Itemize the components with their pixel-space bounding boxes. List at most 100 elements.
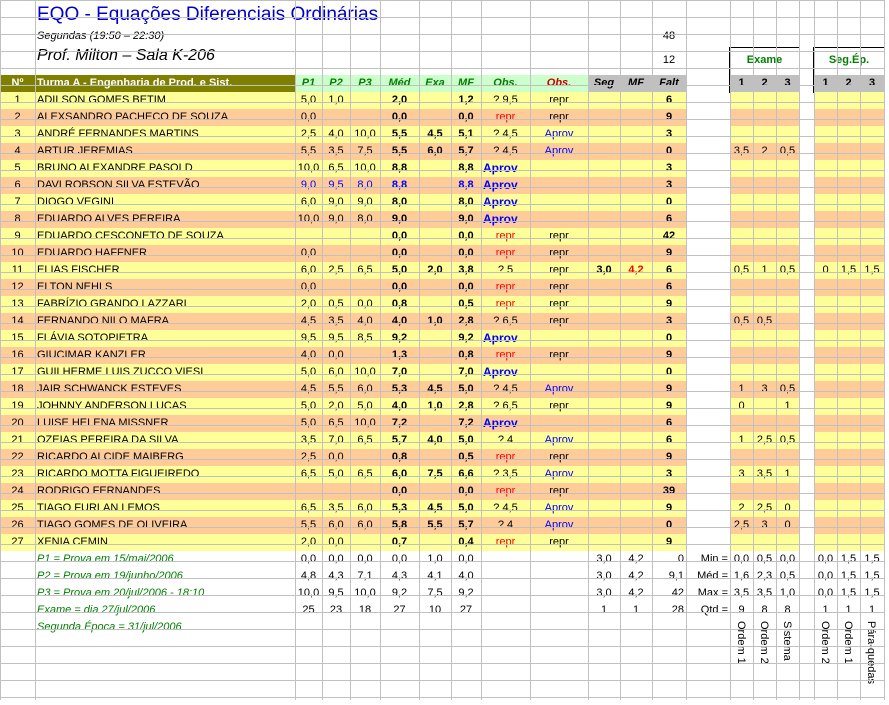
student-obs2[interactable]: repr: [530, 244, 588, 262]
student-p2[interactable]: [322, 278, 350, 296]
student-segep-2[interactable]: [837, 244, 860, 262]
student-obs2[interactable]: repr: [530, 261, 588, 279]
student-segep-3[interactable]: 1,5: [860, 261, 884, 279]
student-p1[interactable]: 9,0: [295, 176, 322, 194]
student-exame-2[interactable]: [753, 295, 776, 313]
student-p3[interactable]: [350, 278, 380, 296]
student-p2[interactable]: [322, 227, 350, 245]
student-exame-3[interactable]: 1: [776, 397, 799, 415]
student-obs1[interactable]: Aprov: [481, 210, 530, 228]
student-p1[interactable]: 10,0: [295, 159, 322, 177]
student-falt[interactable]: 6: [652, 91, 686, 109]
stat-mf[interactable]: 0,0: [458, 552, 474, 565]
student-segep-2[interactable]: [837, 414, 860, 432]
footnote[interactable]: Segunda Época = 31/jul/2006: [37, 620, 182, 633]
student-segep-1[interactable]: [814, 176, 837, 194]
student-mf2[interactable]: [620, 414, 652, 432]
student-segep-1[interactable]: [814, 363, 837, 381]
student-exa[interactable]: [419, 346, 451, 364]
student-seg[interactable]: [588, 159, 620, 177]
student-exame-3[interactable]: [776, 193, 799, 211]
student-exame-3[interactable]: [776, 244, 799, 262]
student-seg[interactable]: [588, 329, 620, 347]
student-med[interactable]: 5,0: [380, 261, 419, 279]
stat-falt[interactable]: 9,1: [668, 569, 684, 582]
stat-exame-3[interactable]: 8: [784, 603, 791, 616]
student-p2[interactable]: 9,5: [322, 329, 350, 347]
student-segep-3[interactable]: [860, 142, 884, 160]
student-obs1[interactable]: repr: [481, 278, 530, 296]
student-seg[interactable]: [588, 244, 620, 262]
student-med[interactable]: 1,3: [380, 346, 419, 364]
student-segep-1[interactable]: [814, 533, 837, 551]
student-mf[interactable]: 0,0: [451, 278, 481, 296]
student-name[interactable]: TIAGO GOMES DE OLIVEIRA: [35, 516, 295, 534]
student-exame-1[interactable]: [730, 346, 753, 364]
stat-mf2[interactable]: 4,2: [628, 552, 644, 565]
student-p1[interactable]: 10,0: [295, 210, 322, 228]
header-exa[interactable]: Exa: [419, 74, 451, 92]
student-exame-2[interactable]: [753, 108, 776, 126]
student-segep-1[interactable]: [814, 91, 837, 109]
student-segep-3[interactable]: [860, 295, 884, 313]
student-seg[interactable]: [588, 193, 620, 211]
student-obs1[interactable]: ? 6,5: [481, 312, 530, 330]
header-p1[interactable]: P1: [295, 74, 322, 92]
stat-exame-3[interactable]: 0,5: [779, 569, 796, 582]
student-name[interactable]: GUILHERME LUIS ZUCCO VIESI: [35, 363, 295, 381]
student-mf[interactable]: 5,7: [451, 516, 481, 534]
student-exa[interactable]: [419, 227, 451, 245]
student-p3[interactable]: 6,0: [350, 499, 380, 517]
student-seg[interactable]: [588, 499, 620, 517]
student-segep-3[interactable]: [860, 125, 884, 143]
header-segep-3[interactable]: 3: [860, 74, 884, 92]
student-obs1[interactable]: Aprov: [481, 329, 530, 347]
student-num[interactable]: 1: [0, 91, 35, 109]
student-med[interactable]: 5,5: [380, 142, 419, 160]
student-exame-2[interactable]: [753, 482, 776, 500]
student-segep-2[interactable]: [837, 465, 860, 483]
student-p1[interactable]: 4,0: [295, 346, 322, 364]
student-exa[interactable]: [419, 414, 451, 432]
stat-mf2[interactable]: 4,2: [628, 569, 644, 582]
student-exame-1[interactable]: [730, 295, 753, 313]
student-segep-2[interactable]: [837, 227, 860, 245]
student-p3[interactable]: 6,0: [350, 380, 380, 398]
student-falt[interactable]: 6: [652, 414, 686, 432]
student-falt[interactable]: 9: [652, 244, 686, 262]
student-seg[interactable]: [588, 431, 620, 449]
student-num[interactable]: 4: [0, 142, 35, 160]
student-exame-1[interactable]: [730, 210, 753, 228]
student-segep-2[interactable]: [837, 91, 860, 109]
student-segep-2[interactable]: [837, 312, 860, 330]
student-segep-1[interactable]: [814, 278, 837, 296]
student-segep-1[interactable]: [814, 397, 837, 415]
student-exame-2[interactable]: 0,5: [753, 312, 776, 330]
student-falt[interactable]: 9: [652, 533, 686, 551]
student-segep-1[interactable]: [814, 210, 837, 228]
student-med[interactable]: 0,0: [380, 227, 419, 245]
stat-segep-1[interactable]: 0,0: [817, 552, 834, 565]
student-mf2[interactable]: [620, 108, 652, 126]
student-exame-2[interactable]: 2,5: [753, 431, 776, 449]
sheet-title[interactable]: EQO - Equações Diferenciais Ordinárias: [37, 4, 379, 25]
student-p3[interactable]: [350, 108, 380, 126]
student-obs2[interactable]: repr: [530, 295, 588, 313]
student-falt[interactable]: 3: [652, 312, 686, 330]
student-mf[interactable]: 5,7: [451, 142, 481, 160]
student-seg[interactable]: [588, 176, 620, 194]
student-mf[interactable]: 7,0: [451, 363, 481, 381]
student-med[interactable]: 4,0: [380, 397, 419, 415]
student-segep-3[interactable]: [860, 312, 884, 330]
student-mf2[interactable]: [620, 516, 652, 534]
student-exa[interactable]: 5,5: [419, 516, 451, 534]
student-num[interactable]: 5: [0, 159, 35, 177]
student-segep-2[interactable]: [837, 431, 860, 449]
student-segep-1[interactable]: [814, 142, 837, 160]
segep-title[interactable]: Seg.Ép.: [828, 53, 870, 66]
student-mf[interactable]: 0,5: [451, 295, 481, 313]
student-exame-2[interactable]: 3: [753, 516, 776, 534]
student-exame-3[interactable]: [776, 363, 799, 381]
stat-segep-3[interactable]: 1,5: [864, 586, 880, 599]
student-mf2[interactable]: [620, 312, 652, 330]
